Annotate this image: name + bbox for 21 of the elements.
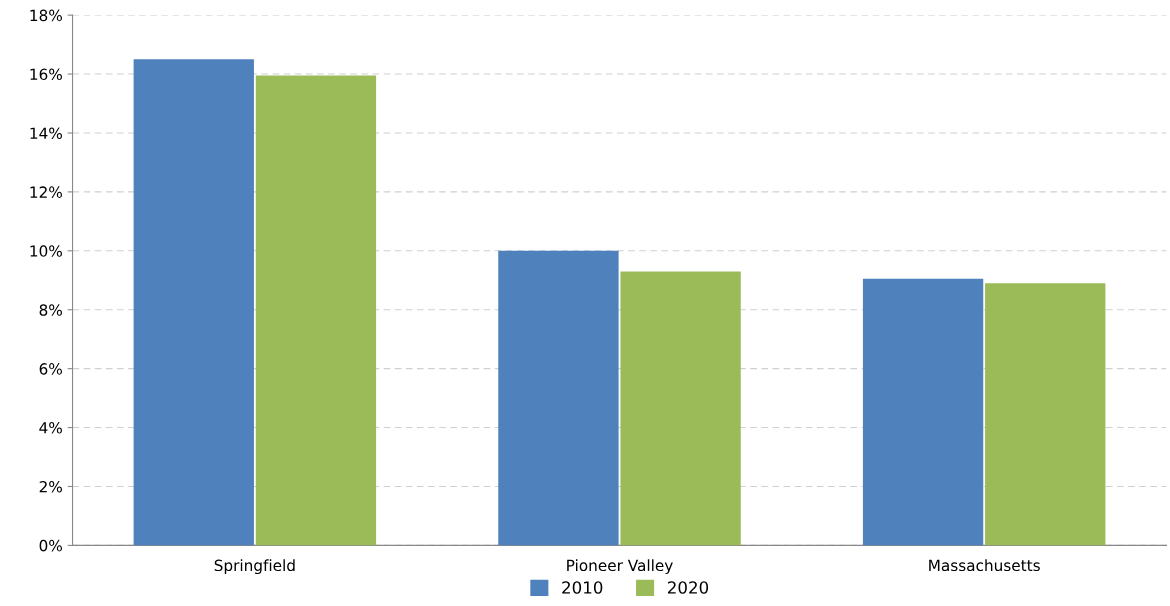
y-tick-label: 10% xyxy=(30,245,62,257)
bar xyxy=(985,283,1106,546)
y-tick-label: 4% xyxy=(39,422,62,434)
y-tick-label: 0% xyxy=(39,539,62,552)
x-tick-label: Springfield xyxy=(214,559,295,575)
legend-label: 2010 xyxy=(562,581,603,594)
y-tick-label: 2% xyxy=(39,480,62,493)
bar xyxy=(255,75,377,546)
y-tick-label: 8% xyxy=(39,304,62,316)
x-tick-label: Pioneer Valley xyxy=(567,559,673,575)
bar xyxy=(133,59,254,546)
bar xyxy=(498,250,619,546)
y-tick-label: 12% xyxy=(30,186,62,198)
y-tick-label: 18% xyxy=(30,9,62,22)
y-tick-label: 14% xyxy=(30,127,62,139)
y-tick-label: 16% xyxy=(30,68,62,81)
y-tick-label: 6% xyxy=(39,363,62,375)
bar xyxy=(862,278,984,546)
legend-label: 2020 xyxy=(667,581,709,594)
bar xyxy=(620,271,741,546)
x-tick-label: Massachusetts xyxy=(929,559,1040,572)
